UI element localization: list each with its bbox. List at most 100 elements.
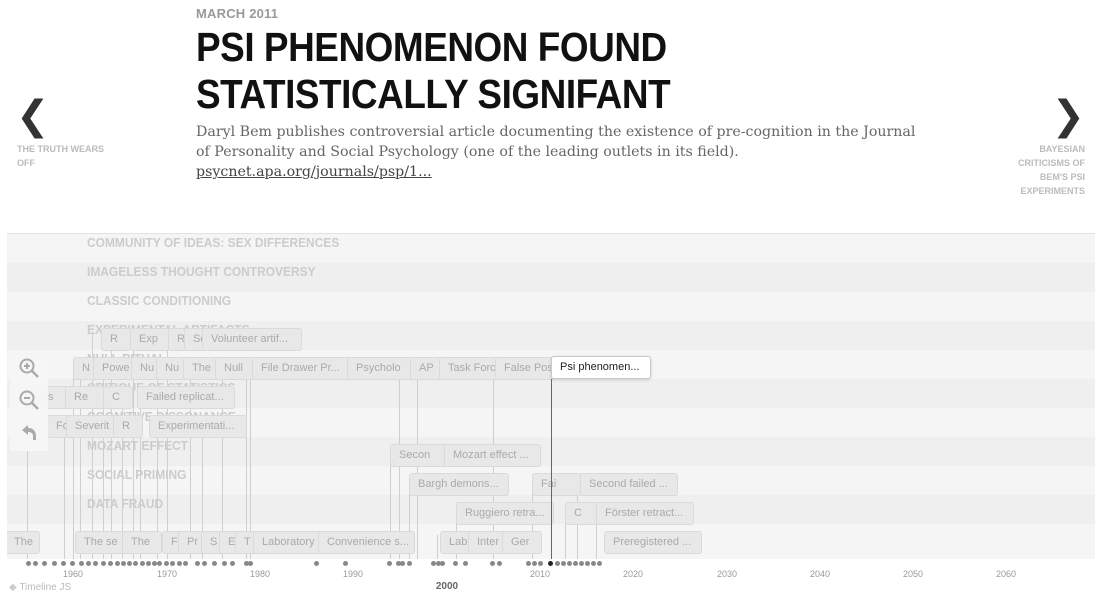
event-dot[interactable] bbox=[526, 561, 531, 566]
event-dot[interactable] bbox=[490, 561, 495, 566]
active-event-dot[interactable] bbox=[548, 561, 553, 566]
event-dot[interactable] bbox=[248, 561, 253, 566]
event-dot[interactable] bbox=[195, 561, 200, 566]
event-dot[interactable] bbox=[230, 561, 235, 566]
next-slide-button[interactable]: ❯ BAYESIAN CRITICISMS OF BEM'S PSI EXPER… bbox=[995, 96, 1085, 198]
event-dot[interactable] bbox=[140, 561, 145, 566]
event-dot[interactable] bbox=[93, 561, 98, 566]
timeline-marker[interactable]: Secon bbox=[390, 444, 450, 467]
timeline-marker[interactable]: Ger bbox=[502, 531, 542, 554]
active-timeline-marker[interactable]: Psi phenomen... bbox=[551, 356, 651, 379]
timeline-marker[interactable]: Fai bbox=[532, 473, 582, 496]
timeline-marker[interactable]: Bargh demons... bbox=[409, 473, 509, 496]
timeline-marker[interactable]: Inter bbox=[468, 531, 513, 554]
timeline-marker[interactable]: Ruggiero retra... bbox=[456, 502, 554, 525]
source-link[interactable]: psycnet.apa.org/journals/psp/1... bbox=[196, 164, 432, 180]
timeline-js-credit-link[interactable]: ◆ Timeline JS bbox=[9, 582, 71, 593]
timeline-marker[interactable]: R bbox=[113, 415, 143, 438]
timeline-marker[interactable]: The bbox=[7, 531, 40, 554]
back-to-start-button[interactable] bbox=[18, 421, 40, 443]
event-dot[interactable] bbox=[212, 561, 217, 566]
event-dot[interactable] bbox=[343, 561, 348, 566]
event-dot[interactable] bbox=[314, 561, 319, 566]
timeline-js-logo-icon: ◆ bbox=[9, 582, 17, 593]
timeline-marker[interactable]: Task Forc bbox=[439, 357, 499, 380]
event-dot[interactable] bbox=[70, 561, 75, 566]
event-dot[interactable] bbox=[431, 561, 436, 566]
timeline-marker[interactable]: Exp bbox=[130, 328, 170, 351]
timeline-marker[interactable]: Failed replicat... bbox=[137, 386, 235, 409]
event-dot[interactable] bbox=[177, 561, 182, 566]
event-dot[interactable] bbox=[146, 561, 151, 566]
event-dot[interactable] bbox=[127, 561, 132, 566]
event-dot[interactable] bbox=[573, 561, 578, 566]
slide-description: Daryl Bem publishes controversial articl… bbox=[196, 124, 916, 160]
event-dot[interactable] bbox=[407, 561, 412, 566]
event-dot[interactable] bbox=[244, 561, 249, 566]
timeline-marker[interactable]: Experimentati... bbox=[149, 415, 247, 438]
event-dot[interactable] bbox=[79, 561, 84, 566]
event-dot[interactable] bbox=[453, 561, 458, 566]
active-marker-line bbox=[551, 379, 552, 559]
timeline-navigator[interactable]: COMMUNITY OF IDEAS: SEX DIFFERENCES IMAG… bbox=[7, 233, 1095, 559]
event-dot[interactable] bbox=[591, 561, 596, 566]
event-dot[interactable] bbox=[183, 561, 188, 566]
event-dot[interactable] bbox=[86, 561, 91, 566]
event-dot[interactable] bbox=[61, 561, 66, 566]
event-dot[interactable] bbox=[108, 561, 113, 566]
event-dot[interactable] bbox=[497, 561, 502, 566]
event-dot[interactable] bbox=[170, 561, 175, 566]
event-dot[interactable] bbox=[115, 561, 120, 566]
event-dot[interactable] bbox=[561, 561, 566, 566]
timeline-marker[interactable]: Preregistered ... bbox=[604, 531, 702, 554]
event-dot[interactable] bbox=[436, 561, 441, 566]
timeline-marker[interactable]: The se bbox=[75, 531, 130, 554]
event-dot[interactable] bbox=[26, 561, 31, 566]
timeline-marker[interactable]: C bbox=[103, 386, 133, 409]
timeline-marker[interactable]: Convenience s... bbox=[318, 531, 415, 554]
event-dot[interactable] bbox=[152, 561, 157, 566]
event-dot[interactable] bbox=[463, 561, 468, 566]
event-dot[interactable] bbox=[567, 561, 572, 566]
event-dot[interactable] bbox=[532, 561, 537, 566]
zoom-out-button[interactable] bbox=[18, 389, 40, 411]
timeline-marker[interactable]: AP bbox=[410, 357, 444, 380]
timeline-marker[interactable]: The bbox=[122, 531, 162, 554]
event-dot[interactable] bbox=[101, 561, 106, 566]
event-dot[interactable] bbox=[222, 561, 227, 566]
event-dot[interactable] bbox=[121, 561, 126, 566]
zoom-in-button[interactable] bbox=[18, 357, 40, 379]
event-dot[interactable] bbox=[597, 561, 602, 566]
event-dot[interactable] bbox=[164, 561, 169, 566]
timeline-marker[interactable]: Förster retract... bbox=[596, 502, 694, 525]
event-dot[interactable] bbox=[579, 561, 584, 566]
event-dot[interactable] bbox=[396, 561, 401, 566]
timeline-marker[interactable]: Null bbox=[215, 357, 255, 380]
timeline-marker[interactable]: Powe bbox=[93, 357, 138, 380]
previous-slide-button[interactable]: ❮ THE TRUTH WEARS OFF bbox=[14, 96, 104, 170]
timeline-marker[interactable]: R bbox=[101, 328, 131, 351]
timeline-marker[interactable]: C bbox=[565, 502, 599, 525]
event-dot[interactable] bbox=[387, 561, 392, 566]
timeline-marker[interactable]: File Drawer Pr... bbox=[252, 357, 352, 380]
event-dot[interactable] bbox=[440, 561, 445, 566]
event-dot[interactable] bbox=[202, 561, 207, 566]
timeline-marker[interactable]: Re bbox=[65, 386, 105, 409]
event-dot[interactable] bbox=[33, 561, 38, 566]
event-dot[interactable] bbox=[157, 561, 162, 566]
timeline-marker[interactable]: Second failed ... bbox=[580, 473, 678, 496]
timeline-marker[interactable]: Mozart effect ... bbox=[444, 444, 541, 467]
event-dot[interactable] bbox=[42, 561, 47, 566]
event-dot[interactable] bbox=[400, 561, 405, 566]
event-dot[interactable] bbox=[133, 561, 138, 566]
timeline-marker[interactable]: Psycholo bbox=[347, 357, 417, 380]
event-dot[interactable] bbox=[538, 561, 543, 566]
event-dot[interactable] bbox=[555, 561, 560, 566]
timeline-marker[interactable]: False Posi bbox=[495, 357, 555, 380]
event-dot[interactable] bbox=[52, 561, 57, 566]
event-dot[interactable] bbox=[585, 561, 590, 566]
time-axis[interactable]: 1960 1970 1980 1990 2000 2010 2020 2030 … bbox=[0, 559, 1103, 600]
timeline-marker[interactable]: Laboratory bbox=[253, 531, 328, 554]
timeline-marker[interactable]: Lab bbox=[440, 531, 475, 554]
timeline-marker[interactable]: Volunteer artif... bbox=[202, 328, 302, 351]
